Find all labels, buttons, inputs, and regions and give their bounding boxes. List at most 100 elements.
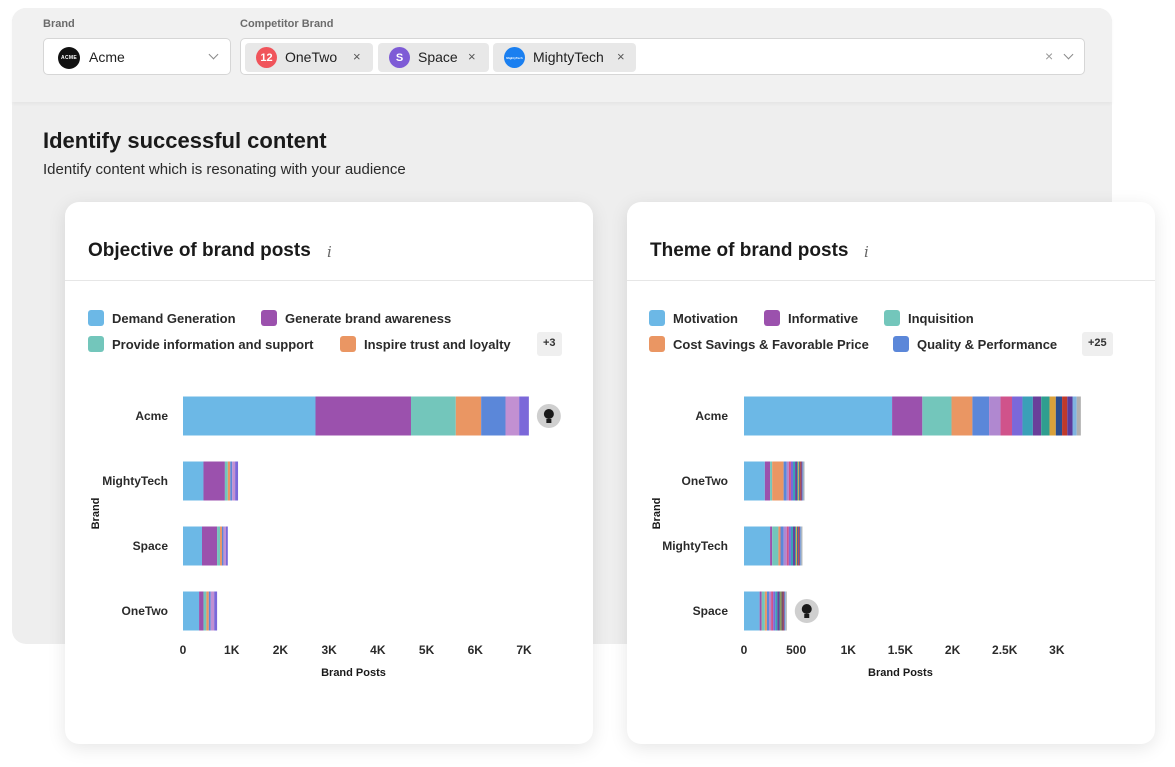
bar-segment <box>744 591 760 631</box>
legend-label: Inquisition <box>908 311 974 326</box>
bar-segment <box>771 591 774 631</box>
bar-segment <box>1032 396 1042 436</box>
mightytech-logo-icon: MightyTech <box>504 47 525 68</box>
bar-segment <box>203 591 207 631</box>
acme-logo-icon: ACME <box>58 47 80 69</box>
card-title: Theme of brand posts <box>650 240 849 261</box>
bar-segment <box>798 461 800 501</box>
bar-segment <box>315 396 411 436</box>
bar-segment <box>1072 396 1077 436</box>
bar-segment <box>744 396 893 436</box>
bar-segment <box>800 526 802 566</box>
x-tick-label: 3K <box>321 643 337 657</box>
legend-swatch <box>88 336 104 352</box>
bar-segment <box>235 461 239 501</box>
card-divider <box>65 280 593 281</box>
legend-more-badge[interactable]: +25 <box>1082 332 1113 356</box>
bar-segment <box>519 396 529 436</box>
card-title: Objective of brand posts <box>88 240 311 261</box>
bar-segment <box>772 526 779 566</box>
section-subtitle: Identify content which is resonating wit… <box>43 161 406 178</box>
bar-segment <box>796 526 798 566</box>
x-tick-label: 2.5K <box>992 643 1018 657</box>
bar-segment <box>220 526 222 566</box>
bar-segment <box>764 591 767 631</box>
remove-mightytech-icon[interactable]: × <box>617 49 625 64</box>
legend-label: Inspire trust and loyalty <box>364 337 511 352</box>
bar-segment <box>786 526 789 566</box>
category-label: OneTwo <box>122 604 168 618</box>
bar-segment <box>455 396 482 436</box>
bar-segment <box>989 396 1001 436</box>
bar-segment <box>783 591 785 631</box>
x-tick-label: 6K <box>468 643 484 657</box>
bar-segment <box>795 526 797 566</box>
theme-bar-chart: Acme OneTwo MightyTech Space 0 500 1K 1.5K 2K 2.5… <box>651 396 1081 679</box>
competitor-chip-label: OneTwo <box>285 49 338 65</box>
bar-segment <box>1022 396 1033 436</box>
x-tick-label: 500 <box>786 643 806 657</box>
legend-label: Quality & Performance <box>917 337 1058 352</box>
bar-segment <box>892 396 923 436</box>
x-tick-label: 2K <box>945 643 961 657</box>
y-axis-title: Brand <box>90 498 102 530</box>
bar-segment <box>797 461 799 501</box>
onetwo-logo-icon: 12 <box>256 47 277 68</box>
bar-segment <box>780 591 782 631</box>
x-axis-title: Brand Posts <box>321 667 386 679</box>
insight-bulb-glass <box>801 604 812 614</box>
bar-segment <box>206 591 209 631</box>
chevron-down-icon[interactable] <box>1063 49 1074 60</box>
bar-segment <box>783 526 787 566</box>
competitor-chip-onetwo: 12 OneTwo × <box>245 43 373 72</box>
bar-segment <box>951 396 973 436</box>
bar-segment <box>1055 396 1063 436</box>
bar-segment <box>1076 396 1081 436</box>
bar-segment <box>784 591 786 631</box>
bar-segment <box>1062 396 1068 436</box>
bar-segment <box>779 591 781 631</box>
bar-segment <box>799 461 801 501</box>
info-icon[interactable]: i <box>864 243 869 261</box>
competitor-multiselect[interactable]: 12 OneTwo × S Space × MightyTech MightyT… <box>240 38 1085 75</box>
competitor-chip-label: Space <box>418 49 458 65</box>
remove-space-icon[interactable]: × <box>468 49 476 64</box>
bar-segment <box>802 461 804 501</box>
info-icon[interactable]: i <box>327 243 332 261</box>
remove-onetwo-icon[interactable]: × <box>353 49 361 64</box>
bar-segment <box>782 591 784 631</box>
bar-segment <box>778 526 781 566</box>
bar-segment <box>410 396 456 436</box>
bar-segment <box>217 526 221 566</box>
bar-segment <box>1000 396 1013 436</box>
category-label: OneTwo <box>682 474 728 488</box>
brand-select[interactable]: ACME Acme <box>43 38 231 75</box>
insight-bulb-base <box>546 419 552 423</box>
bar-segment <box>790 461 794 501</box>
bar-segment <box>201 526 218 566</box>
legend-label: Motivation <box>673 311 738 326</box>
brand-field-label: Brand <box>43 18 75 30</box>
legend-swatch <box>884 310 900 326</box>
bar-segment <box>221 526 224 566</box>
bar-segment <box>183 396 316 436</box>
bar-segment <box>781 591 783 631</box>
bar-segment <box>766 591 770 631</box>
clear-all-icon[interactable]: × <box>1045 48 1054 64</box>
bar-segment <box>203 461 225 501</box>
legend-label: Generate brand awareness <box>285 311 452 326</box>
bar-segment <box>199 591 204 631</box>
bar-segment <box>481 396 506 436</box>
competitor-field-label: Competitor Brand <box>240 18 334 30</box>
bar-segment <box>793 461 796 501</box>
bar-segment <box>183 591 200 631</box>
legend-more-badge[interactable]: +3 <box>537 332 562 356</box>
category-label: MightyTech <box>102 474 168 488</box>
bar-segment <box>1067 396 1073 436</box>
bar-segment <box>799 526 801 566</box>
theme-chart-card: Theme of brand posts i Motivation Inform… <box>627 202 1155 744</box>
bar-segment <box>225 526 228 566</box>
bar-segment <box>773 591 776 631</box>
bar-segment <box>224 461 228 501</box>
insight-bulb-glass <box>543 409 554 419</box>
